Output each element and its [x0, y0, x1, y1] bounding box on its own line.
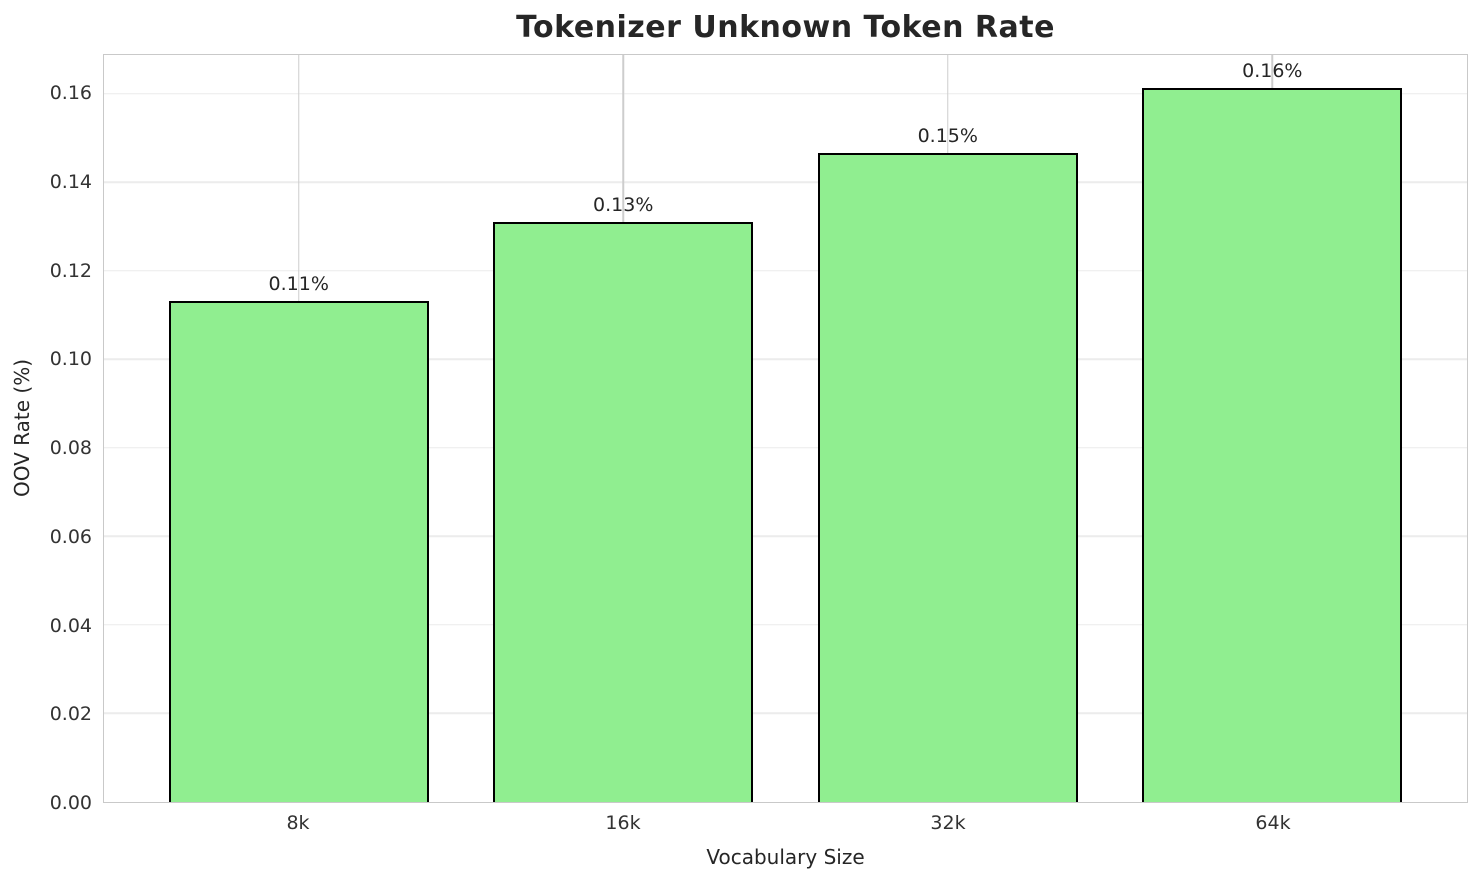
bar: [817, 153, 1078, 802]
gridline-h: [104, 712, 1467, 715]
y-tick-label: 0.16: [49, 82, 92, 105]
bar: [168, 300, 429, 802]
plot-area: 0.11% 0.13% 0.15% 0.16%: [103, 54, 1468, 803]
bar-value-label: 0.15%: [917, 125, 978, 148]
y-tick-label: 0.12: [49, 259, 92, 282]
bar-value-label: 0.11%: [268, 272, 329, 295]
gridline-h: [104, 624, 1467, 626]
y-tick-label: 0.02: [49, 703, 92, 726]
x-axis-label: Vocabulary Size: [706, 845, 865, 869]
gridline-h: [104, 447, 1467, 449]
y-tick-label: 0.06: [49, 525, 92, 548]
x-tick-label: 16k: [605, 812, 641, 834]
y-tick-label: 0.14: [49, 170, 92, 193]
y-tick-label: 0.10: [49, 348, 92, 371]
y-tick-label: 0.00: [49, 792, 92, 814]
bar-value-label: 0.16%: [1242, 60, 1303, 83]
gridline-h: [104, 270, 1467, 272]
x-tick-label: 32k: [930, 812, 966, 834]
bar: [1142, 88, 1403, 802]
bar-value-label: 0.13%: [593, 194, 654, 217]
y-tick-label: 0.04: [49, 614, 92, 637]
x-axis-ticks: 8k 16k 32k 64k: [103, 806, 1468, 836]
x-tick-label: 8k: [286, 812, 310, 834]
gridline-h: [104, 535, 1467, 538]
y-axis-ticks: 0.00 0.02 0.04 0.06 0.08 0.10 0.12 0.14 0.16: [0, 54, 92, 814]
bar: [493, 222, 754, 802]
gridline-h: [104, 93, 1467, 95]
x-tick-label: 64k: [1255, 812, 1291, 834]
chart-title: Tokenizer Unknown Token Rate: [516, 10, 1055, 45]
gridline-h: [104, 181, 1467, 184]
y-tick-label: 0.08: [49, 437, 92, 460]
gridline-h: [104, 358, 1467, 361]
